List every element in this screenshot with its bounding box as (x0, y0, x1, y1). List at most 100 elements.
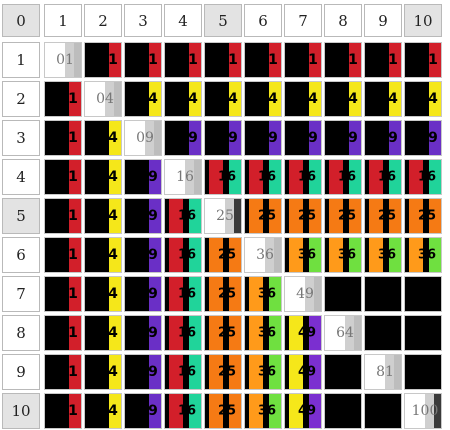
grid-cell (364, 393, 402, 429)
color-strip (189, 394, 201, 428)
grid-cell: 9 (124, 198, 162, 234)
inner-strip (209, 394, 223, 428)
grid-cell: 36 (284, 237, 322, 273)
color-strip (109, 355, 121, 389)
color-strip (429, 199, 441, 233)
red-strip (369, 160, 383, 194)
cell-value: 1 (108, 52, 118, 68)
grid-cell: 1 (44, 81, 82, 117)
grid-cell: 16 (164, 276, 202, 312)
cell-value: 1 (68, 325, 78, 341)
cell-value: 1 (388, 52, 398, 68)
black-strip (125, 160, 149, 194)
column-header-label: 3 (138, 11, 148, 30)
cell-value: 9 (388, 130, 398, 146)
color-strip (349, 43, 361, 77)
grid-cell: 4 (324, 81, 362, 117)
black-strip (325, 355, 361, 389)
black-strip (405, 355, 441, 389)
color-strip (389, 121, 401, 155)
color-strip (229, 394, 241, 428)
black-strip (405, 121, 429, 155)
grid-cell: 4 (124, 81, 162, 117)
color-strip (149, 160, 161, 194)
cell-value: 25 (217, 325, 237, 341)
color-strip (109, 238, 121, 272)
grid-cell: 16 (164, 159, 202, 195)
inner-strip (249, 277, 263, 311)
grey-strip (154, 121, 161, 155)
black-strip (325, 277, 361, 311)
grid-cell: 9 (364, 120, 402, 156)
color-strip (69, 82, 81, 116)
cell-value: 9 (148, 364, 158, 380)
color-strip (269, 160, 281, 194)
column-header-9: 9 (364, 4, 402, 37)
grid-cell: 49 (284, 393, 322, 429)
red-strip (169, 316, 183, 350)
grid-cell: 1 (324, 42, 362, 78)
color-strip (229, 43, 241, 77)
cell-value: 36 (417, 247, 437, 263)
cell-value: 9 (148, 403, 158, 419)
grid-cell: 9 (204, 120, 242, 156)
grey-strip (185, 160, 194, 194)
black-strip (205, 121, 229, 155)
cell-value: 9 (148, 286, 158, 302)
cell-value: 49 (297, 364, 317, 380)
grid-cell: 1 (124, 42, 162, 78)
grid-cell: 16 (204, 159, 242, 195)
black-strip (365, 43, 389, 77)
cell-value: 16 (177, 403, 197, 419)
row-header-3: 3 (2, 120, 40, 156)
black-strip (165, 121, 189, 155)
cell-value: 36 (297, 247, 317, 263)
cell-value: 16 (417, 169, 437, 185)
inner-strip (409, 199, 423, 233)
cell-value: 36 (337, 247, 357, 263)
color-strip (349, 238, 361, 272)
inner-strip (249, 394, 263, 428)
grey-strip (305, 277, 314, 311)
grid-cell: 9 (124, 315, 162, 351)
cell-value: 1 (348, 52, 358, 68)
color-strip (69, 277, 81, 311)
color-strip (229, 160, 241, 194)
color-strip (69, 160, 81, 194)
cell-value: 4 (108, 130, 118, 146)
row-header-8: 8 (2, 315, 40, 351)
color-strip (109, 277, 121, 311)
grid-cell: 1 (164, 42, 202, 78)
color-strip (269, 394, 281, 428)
cell-value: 4 (108, 247, 118, 263)
red-strip (169, 277, 183, 311)
black-strip (85, 394, 109, 428)
grid-cell: 25 (404, 198, 442, 234)
grid-cell (404, 315, 442, 351)
color-strip (269, 121, 281, 155)
color-strip (149, 82, 161, 116)
cell-value: 04 (96, 91, 114, 107)
grid-cell: 9 (124, 237, 162, 273)
color-strip (269, 277, 281, 311)
grid-cell: 1 (44, 276, 82, 312)
red-strip (169, 394, 183, 428)
grey-strip (434, 394, 441, 428)
corner-header: 0 (2, 4, 40, 37)
cell-value: 4 (388, 91, 398, 107)
grid-cell: 9 (164, 120, 202, 156)
grid-cell: 25 (324, 198, 362, 234)
cell-value: 49 (296, 286, 314, 302)
grey-strip (354, 316, 361, 350)
color-strip (189, 43, 201, 77)
color-strip (389, 238, 401, 272)
cell-value: 25 (337, 208, 357, 224)
color-strip (149, 199, 161, 233)
cell-value: 9 (308, 130, 318, 146)
black-strip (125, 238, 149, 272)
grid-cell: 16 (164, 354, 202, 390)
grey-strip (74, 43, 81, 77)
black-strip (365, 82, 389, 116)
grid-cell: 9 (124, 276, 162, 312)
row-header-label: 10 (11, 402, 31, 420)
